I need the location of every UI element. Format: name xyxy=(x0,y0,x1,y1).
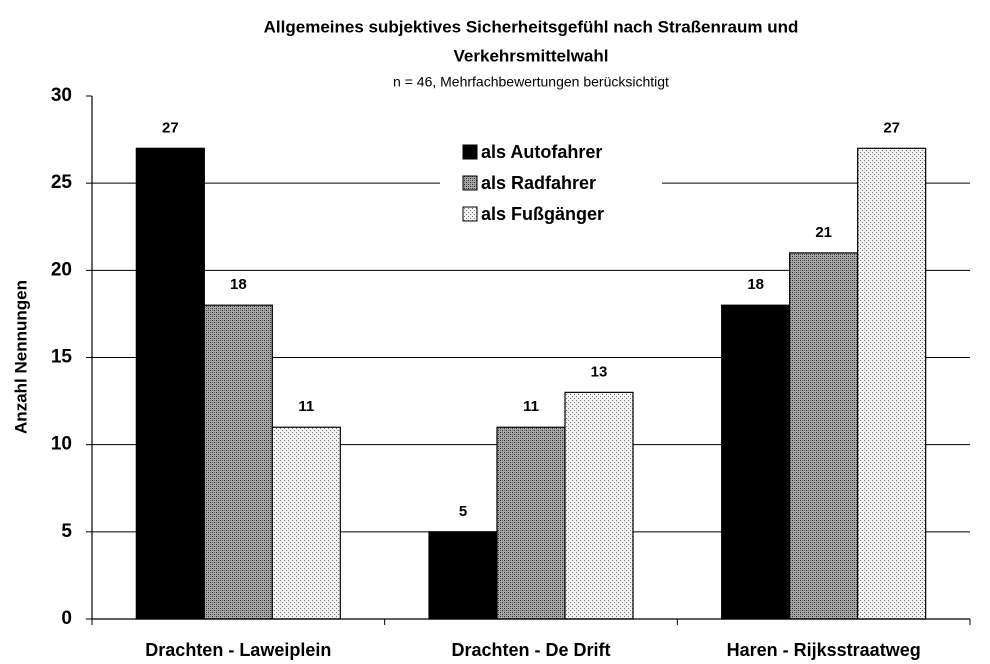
value-label: 18 xyxy=(230,276,247,293)
bar xyxy=(857,147,927,620)
y-axis-label: Anzahl Nennungen xyxy=(11,280,30,434)
legend-swatch xyxy=(462,206,478,222)
x-tick-label: Drachten - Laweiplein xyxy=(145,640,331,660)
y-tick-label: 25 xyxy=(51,172,73,193)
bar xyxy=(428,531,498,620)
legend-label: als Fußgänger xyxy=(481,204,604,224)
chart-subtitle: n = 46, Mehrfachbewertungen berücksichti… xyxy=(393,74,669,90)
value-label: 21 xyxy=(815,224,832,241)
bar xyxy=(203,304,273,620)
y-tick-label: 5 xyxy=(61,521,72,542)
y-tick-label: 20 xyxy=(51,259,72,280)
bar xyxy=(564,391,634,620)
chart-title: Allgemeines subjektives Sicherheitsgefüh… xyxy=(264,17,799,36)
bar xyxy=(135,147,205,620)
legend-label: als Autofahrer xyxy=(481,142,602,162)
value-label: 27 xyxy=(883,119,900,136)
value-label: 18 xyxy=(747,276,764,293)
value-label: 11 xyxy=(298,398,314,415)
value-label: 5 xyxy=(459,503,467,520)
x-tick-label: Haren - Rijksstraatweg xyxy=(727,640,921,660)
y-tick-label: 0 xyxy=(61,608,72,629)
value-label: 13 xyxy=(591,363,608,380)
value-label: 11 xyxy=(523,398,539,415)
value-label: 27 xyxy=(162,119,179,136)
bar xyxy=(789,252,859,620)
y-tick-label: 15 xyxy=(51,347,73,368)
legend-swatch xyxy=(462,175,478,191)
y-tick-label: 10 xyxy=(51,434,72,455)
y-tick-label: 30 xyxy=(51,85,72,106)
chart-title: Verkehrsmittelwahl xyxy=(454,46,609,65)
legend-swatch xyxy=(462,144,478,160)
x-tick-label: Drachten - De Drift xyxy=(451,640,610,660)
legend-label: als Radfahrer xyxy=(481,173,596,193)
bar xyxy=(721,304,791,620)
bar xyxy=(496,426,566,620)
bar xyxy=(271,426,341,620)
